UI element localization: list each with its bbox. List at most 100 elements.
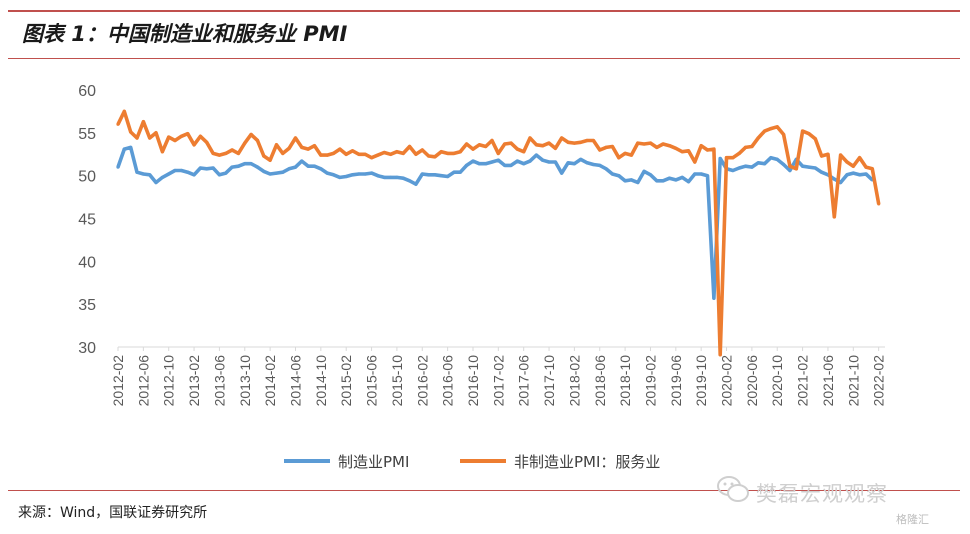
data-point-services [724,156,729,160]
data-point-manufacturing [350,173,355,177]
data-point-manufacturing [509,163,513,167]
x-tick-label: 2021-06 [820,355,836,407]
data-point-manufacturing [864,172,868,176]
data-point-services [376,153,380,157]
data-point-services [712,147,716,151]
data-point-manufacturing [686,180,691,184]
data-point-services [249,132,253,137]
data-point-services [655,145,659,149]
x-tick-label: 2018-06 [592,355,608,407]
data-point-services [363,152,367,156]
data-point-services [446,151,450,155]
data-point-services [832,215,836,219]
data-point-manufacturing [382,175,386,179]
x-axis: 2012-02 2012-06 2012-10 2013-02 2013-06 2013-… [110,347,887,406]
data-point-services [198,134,202,138]
data-point-services [756,136,760,140]
data-point-services [205,140,209,144]
x-tick-label: 2015-10 [389,355,405,407]
data-point-services [427,154,431,158]
x-tick-label: 2014-06 [287,355,303,407]
data-point-services [820,154,824,158]
data-point-manufacturing [680,175,684,179]
data-point-manufacturing [763,162,767,166]
data-point-services [509,141,513,145]
data-point-services [477,143,481,147]
data-point-services [154,131,158,135]
data-point-manufacturing [230,165,234,169]
data-point-services [877,202,881,206]
data-point-services [705,148,710,152]
data-point-manufacturing [129,145,133,149]
data-point-manufacturing [141,172,145,176]
x-tick-label: 2016-02 [414,355,430,407]
data-point-manufacturing [496,158,500,162]
wechat-icon [717,476,749,502]
data-point-manufacturing [820,170,824,174]
data-point-services [522,150,526,154]
data-point-manufacturing [534,153,539,157]
data-point-manufacturing [395,175,399,179]
data-point-services [864,165,868,169]
data-point-services [591,138,596,143]
data-point-manufacturing [477,162,481,166]
y-tick-label: 40 [78,254,96,271]
series-line-services [116,109,881,357]
data-point-services [382,150,386,155]
data-point-manufacturing [173,168,177,173]
data-point-manufacturing [268,172,272,176]
data-point-services [642,142,646,146]
y-tick-label: 60 [78,83,96,100]
data-point-manufacturing [756,161,760,165]
data-point-services [851,164,855,168]
data-point-manufacturing [775,157,779,161]
data-point-services [433,155,437,159]
data-point-manufacturing [642,169,646,173]
data-point-services [401,151,405,155]
data-point-services [718,353,722,357]
data-point-services [312,144,317,148]
data-point-manufacturing [331,173,336,177]
x-tick-label: 2020-06 [744,355,760,407]
data-point-manufacturing [585,161,589,165]
x-tick-label: 2019-02 [642,355,658,407]
data-point-manufacturing [490,160,494,164]
data-point-manufacturing [471,159,475,163]
data-point-manufacturing [629,178,634,182]
data-point-services [293,136,298,140]
y-tick-label: 45 [78,212,96,229]
data-point-services [395,150,399,154]
data-point-manufacturing [541,158,545,162]
data-point-services [179,134,183,138]
data-point-manufacturing [325,171,329,175]
watermark-badge: 格隆汇 [896,513,929,526]
data-point-services [737,151,741,155]
data-point-services [528,136,532,140]
data-point-services [224,151,228,155]
data-point-services [699,144,703,148]
x-tick-label: 2017-10 [541,355,557,407]
data-point-services [636,141,640,145]
data-point-manufacturing [743,164,748,168]
data-point-manufacturing [312,164,317,168]
data-point-services [262,154,266,158]
legend-label-manufacturing: 制造业PMI [338,453,409,471]
x-tick-label: 2017-06 [516,355,532,407]
data-point-manufacturing [782,162,786,167]
data-point-manufacturing [446,174,450,179]
data-point-manufacturing [293,165,298,169]
data-point-manufacturing [718,156,722,161]
data-point-services [141,120,145,124]
data-point-manufacturing [458,170,462,174]
x-tick-label: 2020-10 [769,355,785,407]
data-point-services [680,150,684,154]
data-point-services [661,142,665,146]
data-point-manufacturing [528,159,532,163]
data-point-services [623,151,627,155]
data-point-manufacturing [591,162,596,167]
data-point-services [496,151,500,155]
data-point-services [604,145,608,149]
data-point-services [452,151,456,155]
data-point-manufacturing [553,160,558,164]
